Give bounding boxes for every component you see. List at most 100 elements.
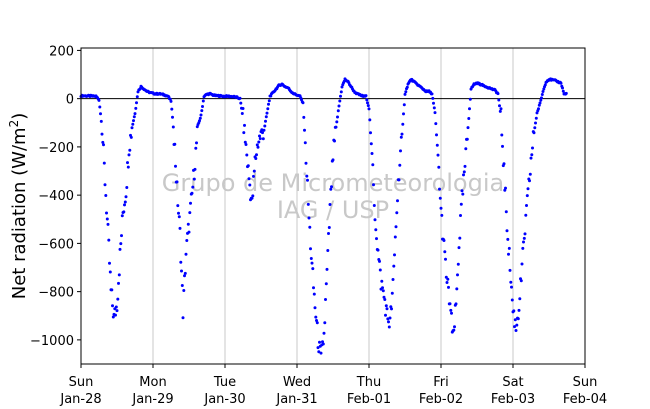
data-point <box>456 262 460 266</box>
data-point <box>134 106 138 110</box>
data-point <box>510 285 513 289</box>
data-point <box>173 142 177 146</box>
data-point <box>512 309 516 313</box>
data-point <box>461 192 465 196</box>
data-point <box>390 307 393 311</box>
data-point <box>199 113 203 117</box>
data-point <box>464 147 468 151</box>
data-point <box>306 202 310 206</box>
data-point <box>374 228 378 232</box>
data-point <box>331 158 335 162</box>
x-tick-label-day: Sat <box>502 375 523 390</box>
data-point <box>102 161 106 165</box>
data-point <box>118 247 122 251</box>
data-point <box>468 97 472 101</box>
data-point <box>452 328 456 332</box>
data-point <box>561 86 564 90</box>
data-point <box>262 128 266 132</box>
data-point <box>129 135 133 139</box>
data-point <box>447 285 450 289</box>
data-point <box>524 213 528 217</box>
data-point <box>317 350 321 354</box>
data-point <box>498 109 502 113</box>
data-point <box>443 250 447 254</box>
data-point <box>388 316 392 320</box>
data-point <box>242 131 246 135</box>
data-point <box>258 137 262 141</box>
data-point <box>525 204 528 207</box>
data-point <box>99 112 102 116</box>
data-point <box>177 215 181 219</box>
data-point <box>445 281 449 284</box>
data-point <box>245 153 249 157</box>
data-point <box>124 195 128 199</box>
data-point <box>515 323 519 327</box>
data-point <box>183 274 186 278</box>
data-point <box>462 170 466 174</box>
data-point <box>108 270 112 274</box>
data-point <box>126 165 130 169</box>
data-point <box>102 143 105 147</box>
data-point <box>368 118 372 122</box>
data-point <box>376 248 380 252</box>
data-point <box>325 267 329 271</box>
data-point <box>506 237 510 241</box>
data-point <box>324 298 327 301</box>
data-point <box>100 132 104 136</box>
x-tick-label-date: Feb-04 <box>563 392 607 407</box>
data-point <box>263 124 267 128</box>
data-point <box>330 185 333 189</box>
data-point <box>123 200 127 204</box>
data-point <box>403 92 407 96</box>
data-point <box>453 325 456 329</box>
data-point <box>510 298 514 302</box>
y-tick-label: −200 <box>38 141 74 156</box>
data-point <box>463 164 467 168</box>
data-point <box>525 194 529 198</box>
data-point <box>509 280 513 284</box>
data-point <box>405 85 409 89</box>
data-point <box>315 321 319 325</box>
data-point <box>391 278 395 281</box>
data-point <box>111 304 114 308</box>
data-point <box>169 99 173 103</box>
data-point <box>252 169 256 173</box>
data-point <box>513 325 516 329</box>
data-point <box>192 177 196 181</box>
data-point <box>466 126 470 130</box>
data-point <box>116 297 120 301</box>
data-point <box>105 217 109 221</box>
data-point <box>523 232 527 236</box>
data-point <box>522 236 526 240</box>
data-point <box>394 225 398 229</box>
data-point <box>316 346 320 350</box>
data-point <box>390 291 394 295</box>
data-point <box>462 173 465 177</box>
data-point <box>174 164 177 168</box>
data-point <box>309 247 312 251</box>
data-point <box>460 189 464 193</box>
data-point <box>244 143 248 146</box>
data-point <box>184 252 188 256</box>
data-point <box>328 203 332 206</box>
data-point <box>238 96 242 100</box>
data-point <box>397 178 401 182</box>
x-tick-label-date: Feb-01 <box>347 392 391 407</box>
y-tick-label: −600 <box>38 237 74 252</box>
data-point <box>440 213 444 217</box>
x-tick-label-date: Jan-30 <box>203 392 245 407</box>
x-tick-label-day: Mon <box>139 375 166 390</box>
data-point <box>378 268 382 272</box>
data-point <box>381 289 385 293</box>
data-point <box>528 179 531 183</box>
data-point <box>105 211 108 215</box>
data-point <box>318 340 321 344</box>
data-point <box>335 120 339 124</box>
data-point <box>520 262 524 266</box>
data-point <box>499 107 503 111</box>
data-point <box>322 331 326 335</box>
data-point <box>188 211 192 215</box>
data-point <box>387 320 390 324</box>
data-point <box>365 98 369 102</box>
data-point <box>384 304 388 308</box>
